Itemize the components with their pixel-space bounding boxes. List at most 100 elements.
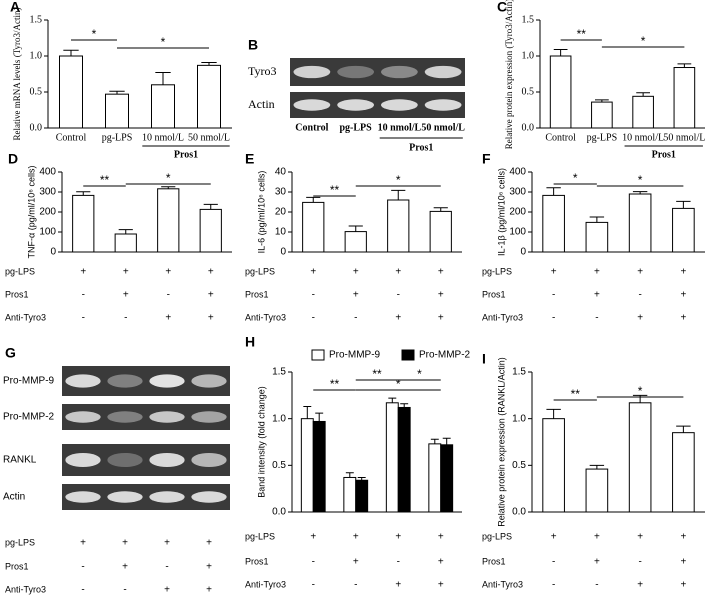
error-bar [155,72,171,85]
blot-band [107,452,143,468]
condition-sign: + [353,290,359,301]
bar [59,55,83,129]
error-bar [400,403,409,408]
condition-sign: + [395,313,401,324]
condition-sign: + [438,580,444,591]
condition-sign: + [353,557,359,568]
y-axis-label: TNF-α (pg/ml/10⁶ cells) [26,166,36,259]
condition-label: pg-LPS [482,531,512,541]
bar [585,221,609,253]
error-bar [348,225,363,232]
condition-sign: + [208,290,214,301]
condition-sign: - [123,585,126,596]
error-bar [345,472,354,478]
bar [114,233,137,253]
blot-band [149,452,185,468]
significance-label: ** [577,27,587,41]
y-tick-label: 0.0 [512,507,526,518]
y-tick-label: 0.5 [522,86,535,97]
condition-sign: + [123,290,129,301]
condition-sign: + [165,313,171,324]
significance-label: ** [330,377,340,391]
x-tick-label: 50 nmol/L [188,132,230,143]
y-tick-label: 0.0 [272,507,286,518]
y-tick-label: 100 [509,227,526,238]
condition-sign: + [206,585,212,596]
y-tick-label: 30 [275,187,287,198]
legend-label: Pro-MMP-9 [329,350,381,361]
condition-sign: - [638,290,641,301]
error-bar [595,99,609,103]
y-tick-label: 1.5 [522,14,535,25]
condition-sign: + [395,580,401,591]
significance-label: * [641,34,646,48]
condition-label: pg-LPS [245,266,275,276]
error-bar [388,397,397,403]
blot-row-label: Tyro3 [248,64,277,78]
error-bar [676,425,691,433]
condition-sign: - [552,290,555,301]
condition-label: Pros1 [5,289,29,299]
bar [302,201,325,253]
condition-sign: + [80,538,86,549]
condition-sign: - [167,290,170,301]
blot-band [424,65,462,79]
condition-sign: + [680,313,686,324]
y-tick-label: 40 [275,167,287,178]
condition-sign: + [680,557,686,568]
blot-band [293,65,331,79]
condition-sign: + [122,562,128,573]
y-tick-label: 200 [509,207,526,218]
condition-sign: - [312,290,315,301]
legend-swatch [401,349,415,361]
bar [628,402,652,513]
error-bar [306,196,321,203]
blot-band [191,491,227,503]
error-bar [391,189,406,200]
blot-band [65,411,101,423]
error-bar [676,200,691,209]
bar [157,188,180,253]
blot-band [149,491,185,503]
condition-label: Anti-Tyro3 [482,579,523,589]
y-axis-label: IL-1β (pg/ml/10⁶ cells) [496,168,506,256]
significance-label: * [638,384,643,398]
blot-band [107,374,143,388]
bar [591,101,613,129]
x-tick-label: pg-LPS [587,132,618,143]
condition-label: Anti-Tyro3 [245,579,286,589]
condition-sign: + [206,538,212,549]
condition-sign: + [594,557,600,568]
panel-letter: G [5,345,16,361]
blot-row-label: Actin [3,492,25,503]
condition-label: Pros1 [482,289,506,299]
condition-sign: - [312,557,315,568]
condition-sign: + [206,562,212,573]
condition-sign: - [397,557,400,568]
error-bar [109,90,125,95]
lane-label: 10 nmol/L [378,122,422,133]
error-bar [315,412,324,422]
error-bar [430,438,439,444]
blot-band [293,99,331,111]
blot-band [107,411,143,423]
x-tick-label: Control [545,132,576,143]
y-axis-label: Relative protein expression (RANKL/Actin… [496,357,506,527]
group-label: Pros1 [174,149,198,160]
condition-sign: - [124,313,127,324]
condition-sign: + [164,538,170,549]
y-tick-label: 0 [280,247,286,258]
significance-label: * [396,173,401,187]
error-bar [201,61,217,66]
condition-sign: + [80,267,86,278]
bar [343,476,357,513]
error-bar [203,203,218,210]
bar [397,406,411,513]
lane-label: 50 nmol/L [421,122,465,133]
x-tick-label: 10 nmol/L [622,132,664,143]
error-bar [442,437,451,445]
condition-sign: + [310,532,316,543]
y-tick-label: 0.5 [512,460,526,471]
condition-sign: - [595,580,598,591]
